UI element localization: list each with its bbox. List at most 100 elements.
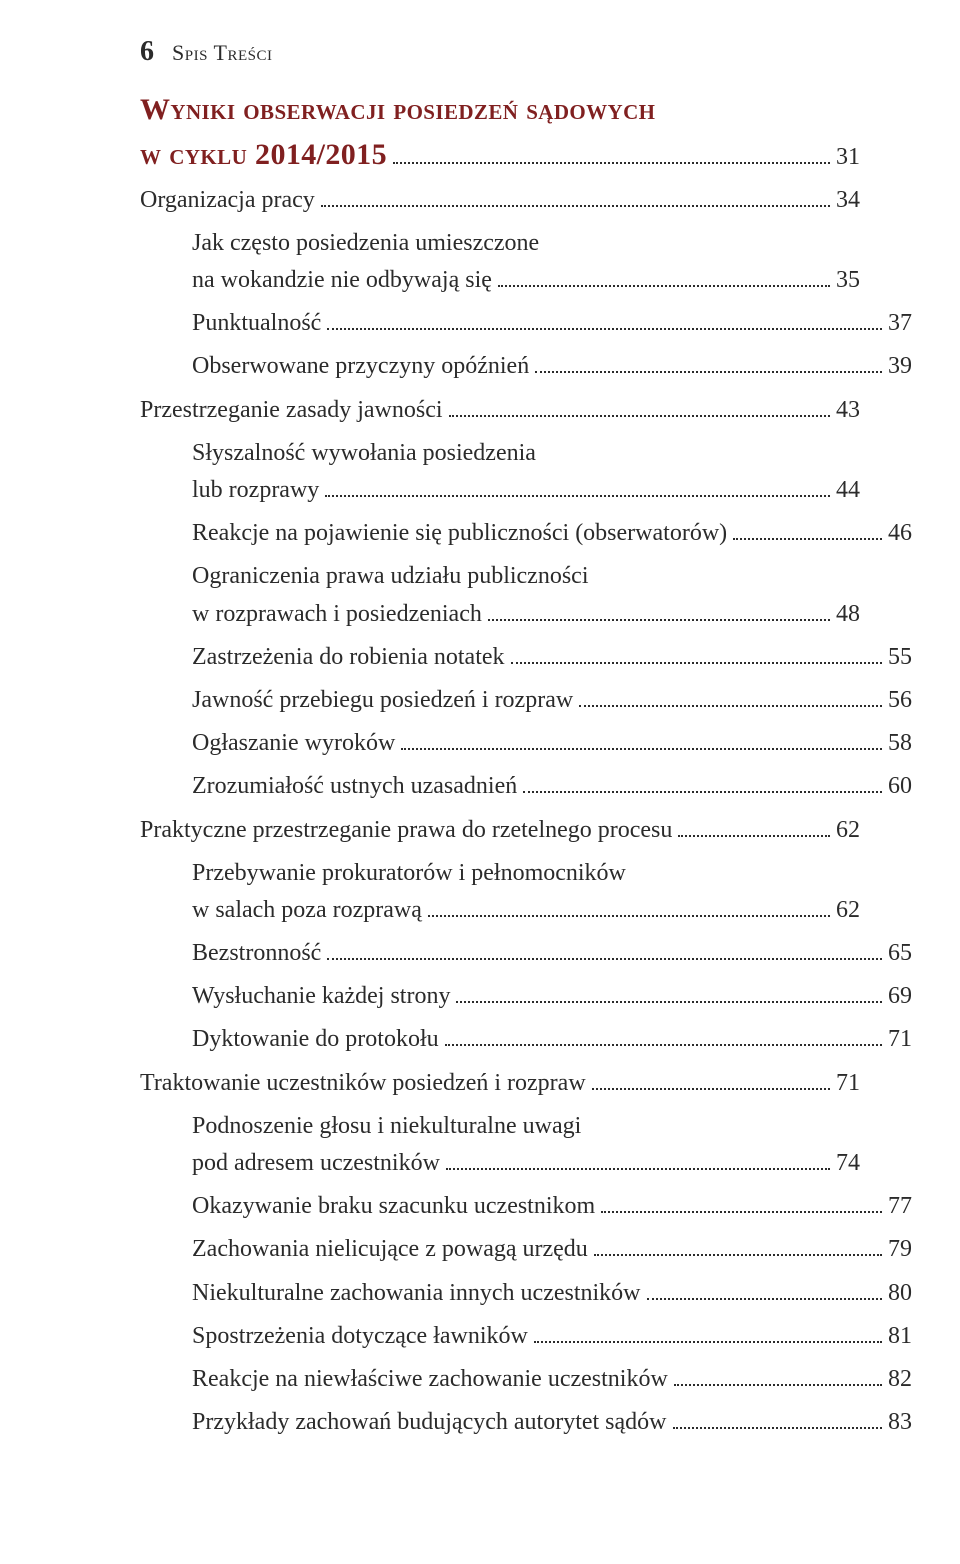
section-title-line2: w cyklu 2014/2015	[140, 135, 387, 176]
toc-entry-text: Ograniczenia prawa udziału publiczności	[192, 558, 860, 595]
toc-entry-text: Dyktowanie do protokołu	[192, 1021, 439, 1058]
toc-entry-page: 81	[888, 1318, 912, 1355]
leader-dots	[674, 1362, 882, 1386]
toc-entry-cont: pod adresem uczestników	[192, 1145, 440, 1182]
toc-entry: Dyktowanie do protokołu 71	[192, 1021, 912, 1058]
toc-entry: Traktowanie uczestników posiedzeń i rozp…	[140, 1065, 860, 1102]
section-title-line1: Wyniki obserwacji posiedzeń sądowych	[140, 90, 860, 131]
leader-dots	[449, 393, 830, 417]
leader-dots	[445, 1023, 882, 1047]
toc-entry-text: Okazywanie braku szacunku uczestnikom	[192, 1188, 595, 1225]
leader-dots	[428, 893, 830, 917]
toc-entry-text: Punktualność	[192, 305, 321, 342]
toc-entry-page: 43	[836, 392, 860, 429]
toc-entry-page: 58	[888, 725, 912, 762]
leader-dots	[523, 770, 882, 794]
section-title-line2-row: w cyklu 2014/2015 31	[140, 135, 860, 176]
leader-dots	[535, 350, 882, 374]
leader-dots	[534, 1319, 882, 1343]
toc-entry: Spostrzeżenia dotyczące ławników 81	[192, 1318, 912, 1355]
toc-entry-text: Bezstronność	[192, 935, 321, 972]
toc-entry: Obserwowane przyczyny opóźnień 39	[192, 348, 912, 385]
toc-entry-page: 79	[888, 1231, 912, 1268]
toc-entry: Przykłady zachowań budujących autorytet …	[192, 1404, 912, 1441]
toc-entry: Zrozumiałość ustnych uzasadnień 60	[192, 768, 912, 805]
toc-entry-text: Zastrzeżenia do robienia notatek	[192, 639, 505, 676]
leader-dots	[321, 183, 830, 207]
page: 6 Spis Treści Wyniki obserwacji posiedze…	[0, 0, 960, 1564]
toc-entry-text: Jawność przebiegu posiedzeń i rozpraw	[192, 682, 573, 719]
toc-entry: Słyszalność wywołania posiedzenialub roz…	[192, 435, 860, 509]
leader-dots	[511, 640, 882, 664]
toc-entry-text: Słyszalność wywołania posiedzenia	[192, 435, 860, 472]
toc-entry: Niekulturalne zachowania innych uczestni…	[192, 1275, 912, 1312]
toc-entry: Jak często posiedzenia umieszczonena wok…	[192, 225, 860, 299]
toc-entry-page: 39	[888, 348, 912, 385]
toc-entry-page: 34	[836, 182, 860, 219]
toc-entry-page: 83	[888, 1404, 912, 1441]
leader-dots	[647, 1276, 883, 1300]
toc-entry-page: 56	[888, 682, 912, 719]
toc-entry-page: 48	[836, 596, 860, 633]
toc-entry: Wysłuchanie każdej strony 69	[192, 978, 912, 1015]
toc-entry-row: lub rozprawy 44	[192, 472, 860, 509]
toc-entry-page: 37	[888, 305, 912, 342]
leader-dots	[327, 936, 882, 960]
toc-entry-text: Spostrzeżenia dotyczące ławników	[192, 1318, 528, 1355]
toc-body: Organizacja pracy 34 Jak często posiedzeni…	[140, 182, 860, 1442]
toc-entry-text: Podnoszenie głosu i niekulturalne uwagi	[192, 1108, 860, 1145]
toc-entry: Reakcje na pojawienie się publiczności (…	[192, 515, 912, 552]
leader-dots	[456, 980, 882, 1004]
leader-dots	[488, 597, 830, 621]
leader-dots	[446, 1146, 830, 1170]
leader-dots	[327, 307, 882, 331]
toc-entry-page: 77	[888, 1188, 912, 1225]
toc-entry-row: w salach poza rozprawą62	[192, 892, 860, 929]
toc-entry-page: 35	[836, 262, 860, 299]
toc-entry-text: Niekulturalne zachowania innych uczestni…	[192, 1275, 641, 1312]
section-title-page: 31	[836, 139, 860, 176]
leader-dots	[678, 813, 830, 837]
toc-entry: Zachowania nielicujące z powagą urzędu79	[192, 1231, 912, 1268]
toc-entry: Przebywanie prokuratorów i pełnomocników…	[192, 855, 860, 929]
toc-entry: Reakcje na niewłaściwe zachowanie uczest…	[192, 1361, 912, 1398]
toc-entry-text: Organizacja pracy	[140, 182, 315, 219]
toc-entry-text: Reakcje na niewłaściwe zachowanie uczest…	[192, 1361, 668, 1398]
toc-entry-text: Zrozumiałość ustnych uzasadnień	[192, 768, 517, 805]
toc-entry-cont: w rozprawach i posiedzeniach	[192, 596, 482, 633]
toc-entry-page: 71	[888, 1021, 912, 1058]
running-head: Spis Treści	[172, 40, 272, 66]
leader-dots	[401, 727, 882, 751]
toc-entry-page: 44	[836, 472, 860, 509]
toc-entry: Jawność przebiegu posiedzeń i rozpraw 56	[192, 682, 912, 719]
toc-entry-cont: na wokandzie nie odbywają się	[192, 262, 492, 299]
toc-entry-page: 69	[888, 978, 912, 1015]
toc-entry-cont: lub rozprawy	[192, 472, 319, 509]
page-header: 6 Spis Treści	[140, 36, 860, 68]
toc-entry-row: na wokandzie nie odbywają się 35	[192, 262, 860, 299]
toc-entry: Ogłaszanie wyroków 58	[192, 725, 912, 762]
toc-entry-text: Przebywanie prokuratorów i pełnomocników	[192, 855, 860, 892]
section-title-block: Wyniki obserwacji posiedzeń sądowych w c…	[140, 90, 860, 176]
leader-dots	[601, 1190, 882, 1214]
toc-entry-page: 82	[888, 1361, 912, 1398]
toc-entry: Okazywanie braku szacunku uczestnikom 77	[192, 1188, 912, 1225]
toc-entry: Zastrzeżenia do robienia notatek55	[192, 639, 912, 676]
toc-entry: Przestrzeganie zasady jawności43	[140, 392, 860, 429]
toc-entry-text: Ogłaszanie wyroków	[192, 725, 395, 762]
toc-entry: Bezstronność 65	[192, 935, 912, 972]
toc-entry-text: Obserwowane przyczyny opóźnień	[192, 348, 529, 385]
leader-dots	[673, 1406, 882, 1430]
toc-entry: Praktyczne przestrzeganie prawa do rzete…	[140, 812, 860, 849]
toc-entry-page: 74	[836, 1145, 860, 1182]
toc-entry-text: Wysłuchanie każdej strony	[192, 978, 450, 1015]
toc-entry-page: 60	[888, 768, 912, 805]
page-number: 6	[140, 36, 154, 68]
toc-entry-row: w rozprawach i posiedzeniach 48	[192, 596, 860, 633]
toc-entry-page: 65	[888, 935, 912, 972]
toc-entry-text: Traktowanie uczestników posiedzeń i rozp…	[140, 1065, 586, 1102]
toc-entry-page: 80	[888, 1275, 912, 1312]
toc-entry: Ograniczenia prawa udziału publicznościw…	[192, 558, 860, 632]
toc-entry: Organizacja pracy 34	[140, 182, 860, 219]
toc-entry-text: Praktyczne przestrzeganie prawa do rzete…	[140, 812, 672, 849]
